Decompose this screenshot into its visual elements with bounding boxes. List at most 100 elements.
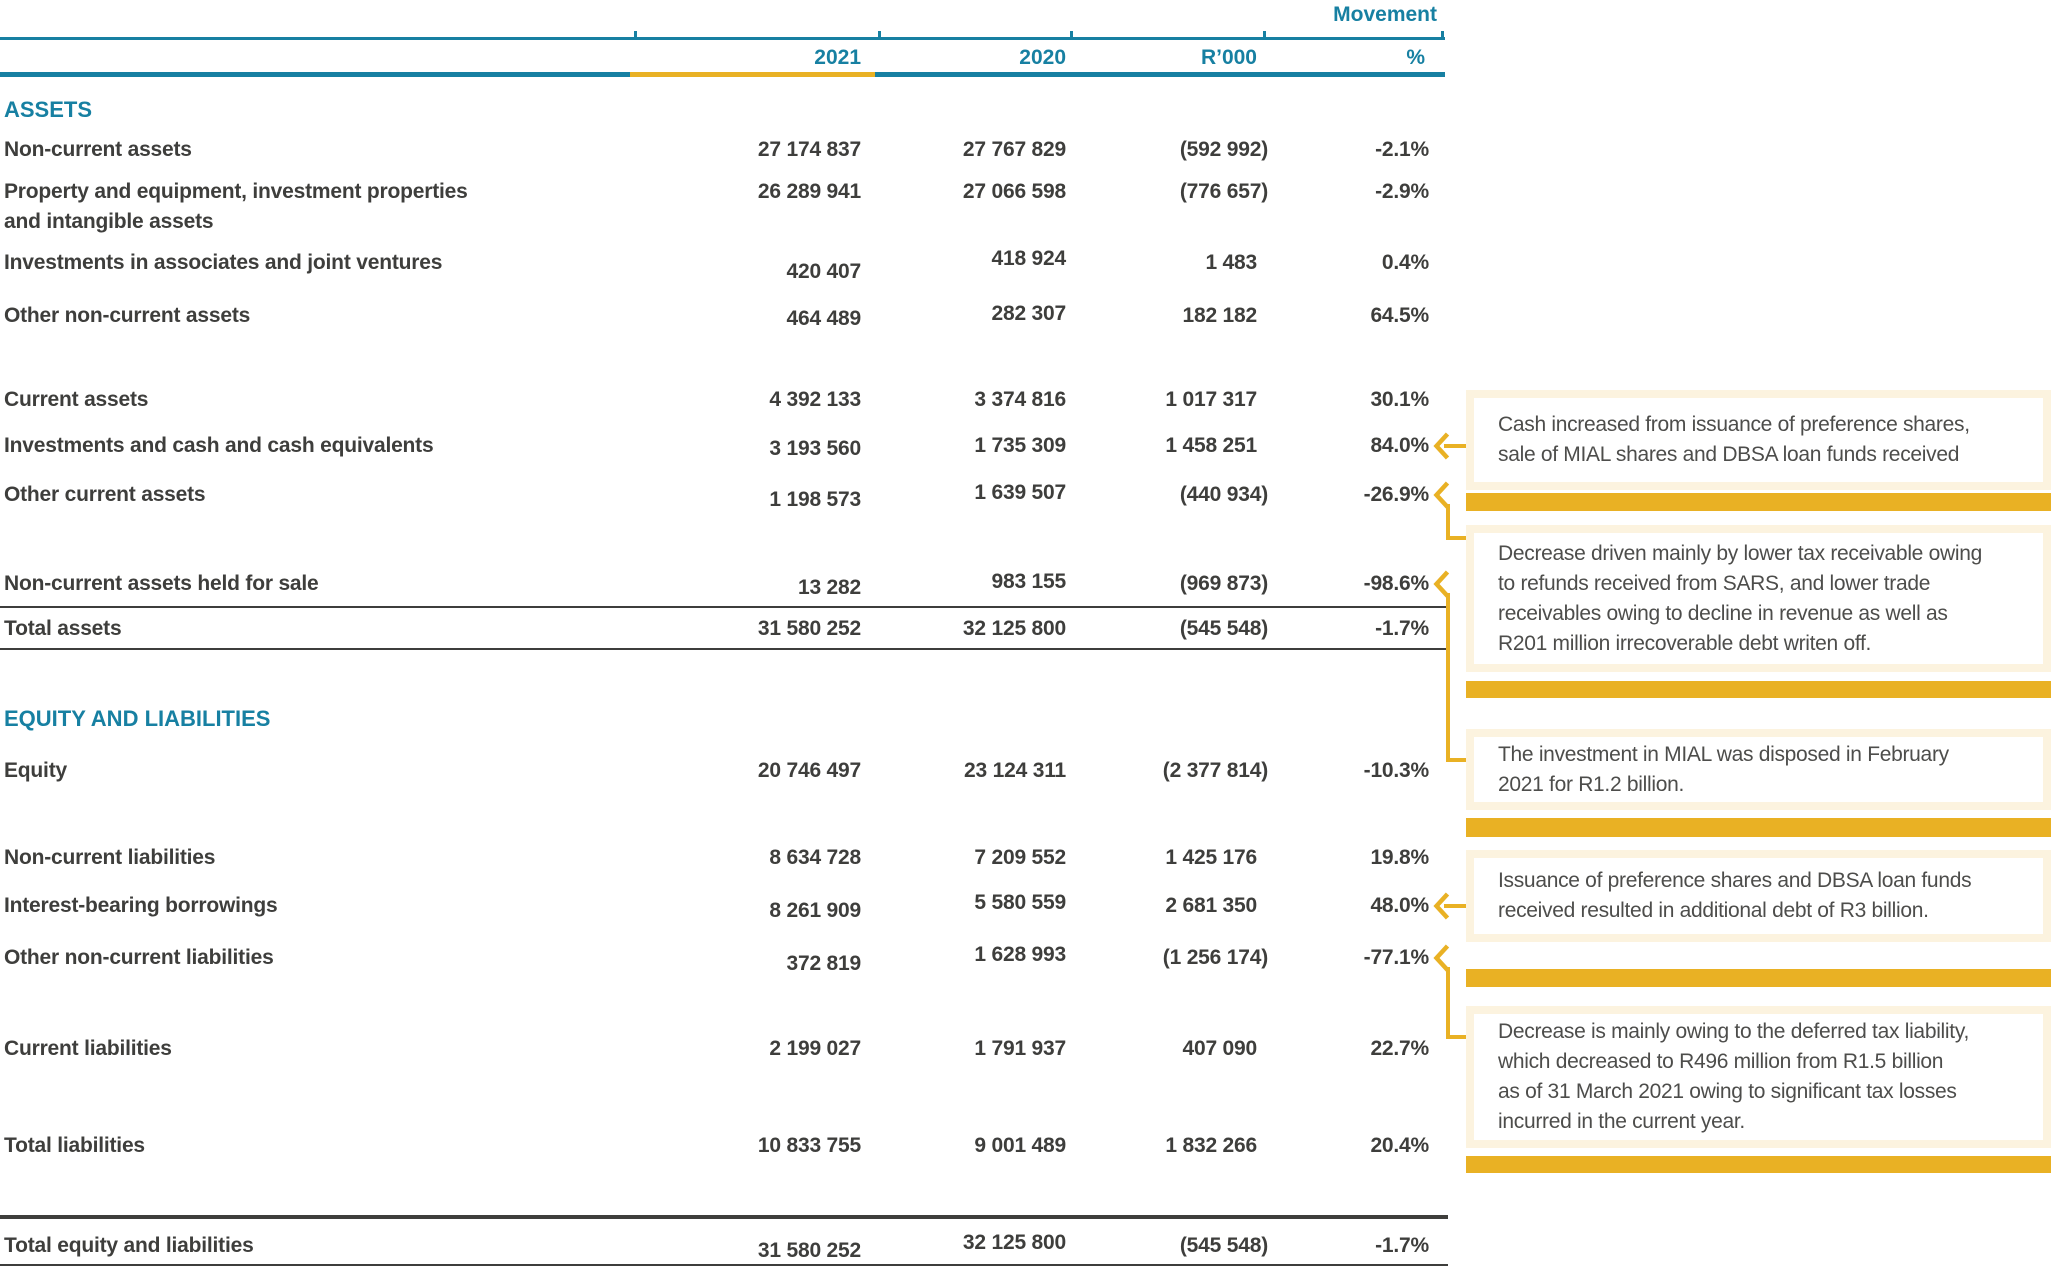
value-2021: 31 580 252 [757, 1239, 861, 1262]
value-2020: 983 155 [991, 570, 1066, 593]
gold-divider-bar [1466, 818, 2051, 837]
callout-text-line: incurred in the current year. [1498, 1110, 1745, 1133]
arrow-shaft [1444, 904, 1466, 908]
connector-line-horizontal [1446, 1035, 1466, 1039]
header-rule-bottom-gold [630, 72, 875, 77]
callout-text-line: received resulted in additional debt of … [1498, 899, 1929, 922]
callout-inner: Decrease is mainly owing to the deferred… [1474, 1014, 2043, 1140]
value-movement-r000: (592 992) [1179, 138, 1268, 161]
row-label: Other non-current assets [4, 304, 251, 327]
gold-divider-bar [1466, 681, 2051, 698]
connector-line-vertical [1446, 593, 1450, 762]
value-2020: 32 125 800 [962, 617, 1066, 640]
value-2021: 1 198 573 [769, 488, 861, 511]
value-2020: 7 209 552 [974, 846, 1066, 869]
movement-header: Movement [1333, 3, 1437, 26]
header-rule-top [0, 37, 1445, 40]
callout: Cash increased from issuance of preferen… [1466, 390, 2051, 490]
callout-inner: The investment in MIAL was disposed in F… [1474, 737, 2043, 802]
callout-text-line: sale of MIAL shares and DBSA loan funds … [1498, 443, 1960, 466]
callout: The investment in MIAL was disposed in F… [1466, 729, 2051, 810]
value-movement-r000: 2 681 350 [1165, 894, 1257, 917]
callout-inner: Decrease driven mainly by lower tax rece… [1474, 533, 2043, 664]
value-movement-r000: 182 182 [1182, 304, 1257, 327]
value-movement-percent: 30.1% [1370, 388, 1429, 411]
column-tick [878, 31, 881, 37]
arrow-left-icon [1433, 431, 1450, 466]
row-label: Interest-bearing borrowings [4, 894, 278, 917]
value-movement-percent: -10.3% [1363, 759, 1430, 782]
value-movement-r000: 1 425 176 [1165, 846, 1257, 869]
value-2020: 3 374 816 [974, 388, 1066, 411]
callout-text-line: Cash increased from issuance of preferen… [1498, 413, 1970, 436]
callout-text-line: R201 million irrecoverable debt writen o… [1498, 631, 1872, 655]
value-2021: 26 289 941 [757, 180, 861, 203]
gold-divider-bar [1466, 1156, 2051, 1173]
callout-text-line: The investment in MIAL was disposed in F… [1498, 742, 1949, 766]
value-movement-percent: 0.4% [1381, 251, 1429, 274]
section-heading: ASSETS [4, 97, 93, 122]
value-movement-percent: -26.9% [1363, 483, 1430, 506]
callout-text-line: as of 31 March 2021 owing to significant… [1498, 1080, 1957, 1103]
column-header-percent: % [1406, 46, 1425, 69]
value-movement-r000: (776 657) [1179, 180, 1268, 203]
value-2021: 13 282 [797, 576, 861, 599]
value-movement-percent: 22.7% [1370, 1037, 1429, 1060]
column-tick [1441, 31, 1444, 37]
row-label: Non-current assets [4, 138, 192, 161]
value-movement-r000: 1 017 317 [1165, 388, 1257, 411]
value-2021: 27 174 837 [757, 138, 861, 161]
value-2021: 10 833 755 [757, 1134, 861, 1157]
value-movement-percent: -2.1% [1375, 138, 1429, 161]
value-movement-percent: -1.7% [1375, 1234, 1429, 1257]
row-label: Equity [4, 759, 67, 782]
arrow-left-icon [1433, 480, 1450, 515]
rule-above-total-equity-liabilities [0, 1215, 1448, 1219]
column-tick [1070, 31, 1073, 37]
value-2021: 31 580 252 [757, 617, 861, 640]
value-2020: 27 066 598 [962, 180, 1066, 203]
value-movement-r000: (545 548) [1179, 617, 1268, 640]
rule-below-total-assets [0, 648, 1448, 650]
header-rule-bottom-teal-left [0, 72, 630, 77]
value-movement-percent: 19.8% [1370, 846, 1429, 869]
arrow-shaft [1444, 444, 1466, 448]
value-movement-percent: -77.1% [1363, 946, 1430, 969]
section-heading: EQUITY AND LIABILITIES [4, 706, 271, 731]
column-header-r000: R’000 [1200, 46, 1257, 69]
value-movement-percent: -2.9% [1375, 180, 1429, 203]
column-header-2020: 2020 [1019, 46, 1066, 69]
value-movement-percent: 48.0% [1370, 894, 1429, 917]
value-movement-percent: 20.4% [1370, 1134, 1429, 1157]
value-2020: 1 639 507 [974, 481, 1066, 504]
row-label: Investments and cash and cash equivalent… [4, 434, 434, 457]
arrow-left-icon [1433, 891, 1450, 926]
value-movement-r000: 407 090 [1182, 1037, 1257, 1060]
value-movement-r000: 1 483 [1205, 251, 1257, 274]
value-movement-r000: (440 934) [1179, 483, 1268, 506]
callout-text-line: to refunds received from SARS, and lower… [1498, 571, 1931, 595]
callout-text-line: Decrease driven mainly by lower tax rece… [1498, 541, 1982, 565]
rule-above-total-assets [0, 606, 1448, 608]
callout-text-line: Issuance of preference shares and DBSA l… [1498, 869, 1972, 892]
value-2020: 23 124 311 [964, 759, 1066, 782]
value-2020: 27 767 829 [962, 138, 1066, 161]
value-movement-r000: (2 377 814) [1162, 759, 1268, 782]
row-label: Other non-current liabilities [4, 946, 274, 969]
callout: Decrease driven mainly by lower tax rece… [1466, 525, 2051, 672]
value-movement-percent: 64.5% [1370, 304, 1429, 327]
value-movement-r000: (1 256 174) [1162, 946, 1268, 969]
value-2021: 20 746 497 [757, 759, 861, 782]
value-2020: 1 791 937 [974, 1037, 1066, 1060]
connector-line-vertical [1446, 967, 1450, 1039]
value-2021: 420 407 [786, 260, 861, 283]
value-2020: 5 580 559 [974, 891, 1066, 914]
row-label: Total liabilities [4, 1134, 145, 1157]
column-tick [634, 31, 637, 37]
value-2020: 1 628 993 [974, 943, 1066, 966]
row-label: Non-current assets held for sale [4, 572, 319, 595]
header-rule-bottom-teal-right [875, 72, 1445, 77]
value-2021: 372 819 [786, 952, 861, 975]
callout-text-line: which decreased to R496 million from R1.… [1498, 1050, 1944, 1073]
